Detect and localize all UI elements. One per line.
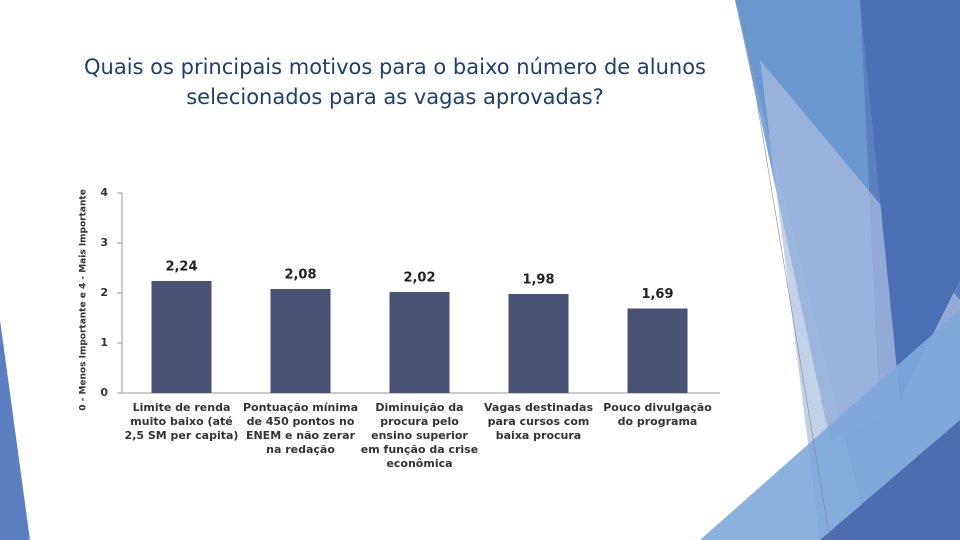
x-tick-label: Pouco divulgação do programa	[603, 401, 712, 428]
y-tick-label: 3	[100, 236, 108, 249]
value-label: 2,24	[165, 260, 197, 275]
value-label: 2,02	[403, 271, 435, 286]
bar	[270, 289, 331, 393]
bar	[627, 308, 688, 393]
bar	[389, 292, 450, 393]
value-label: 1,69	[641, 287, 673, 302]
x-tick-label: Diminuição da procura pelo ensino superi…	[360, 401, 479, 470]
value-label: 2,08	[284, 268, 316, 283]
y-tick-label: 0	[100, 386, 108, 399]
y-axis-label: 0 - Menos Importante e 4 - Mais Importan…	[79, 189, 89, 411]
y-tick-label: 1	[100, 336, 108, 349]
bar	[151, 281, 212, 393]
bar	[508, 294, 569, 393]
value-label: 1,98	[522, 273, 554, 288]
y-tick-label: 4	[100, 186, 108, 199]
y-tick-label: 2	[100, 286, 108, 299]
title: Quais os principais motivos para o baixo…	[84, 55, 706, 109]
x-tick-label: Pontuação mínima de 450 pontos no ENEM e…	[242, 401, 358, 456]
x-tick-label: Vagas destinadas para cursos com baixa p…	[483, 401, 594, 442]
x-tick-label: Limite de renda muito baixo (até 2,5 SM …	[124, 401, 239, 442]
